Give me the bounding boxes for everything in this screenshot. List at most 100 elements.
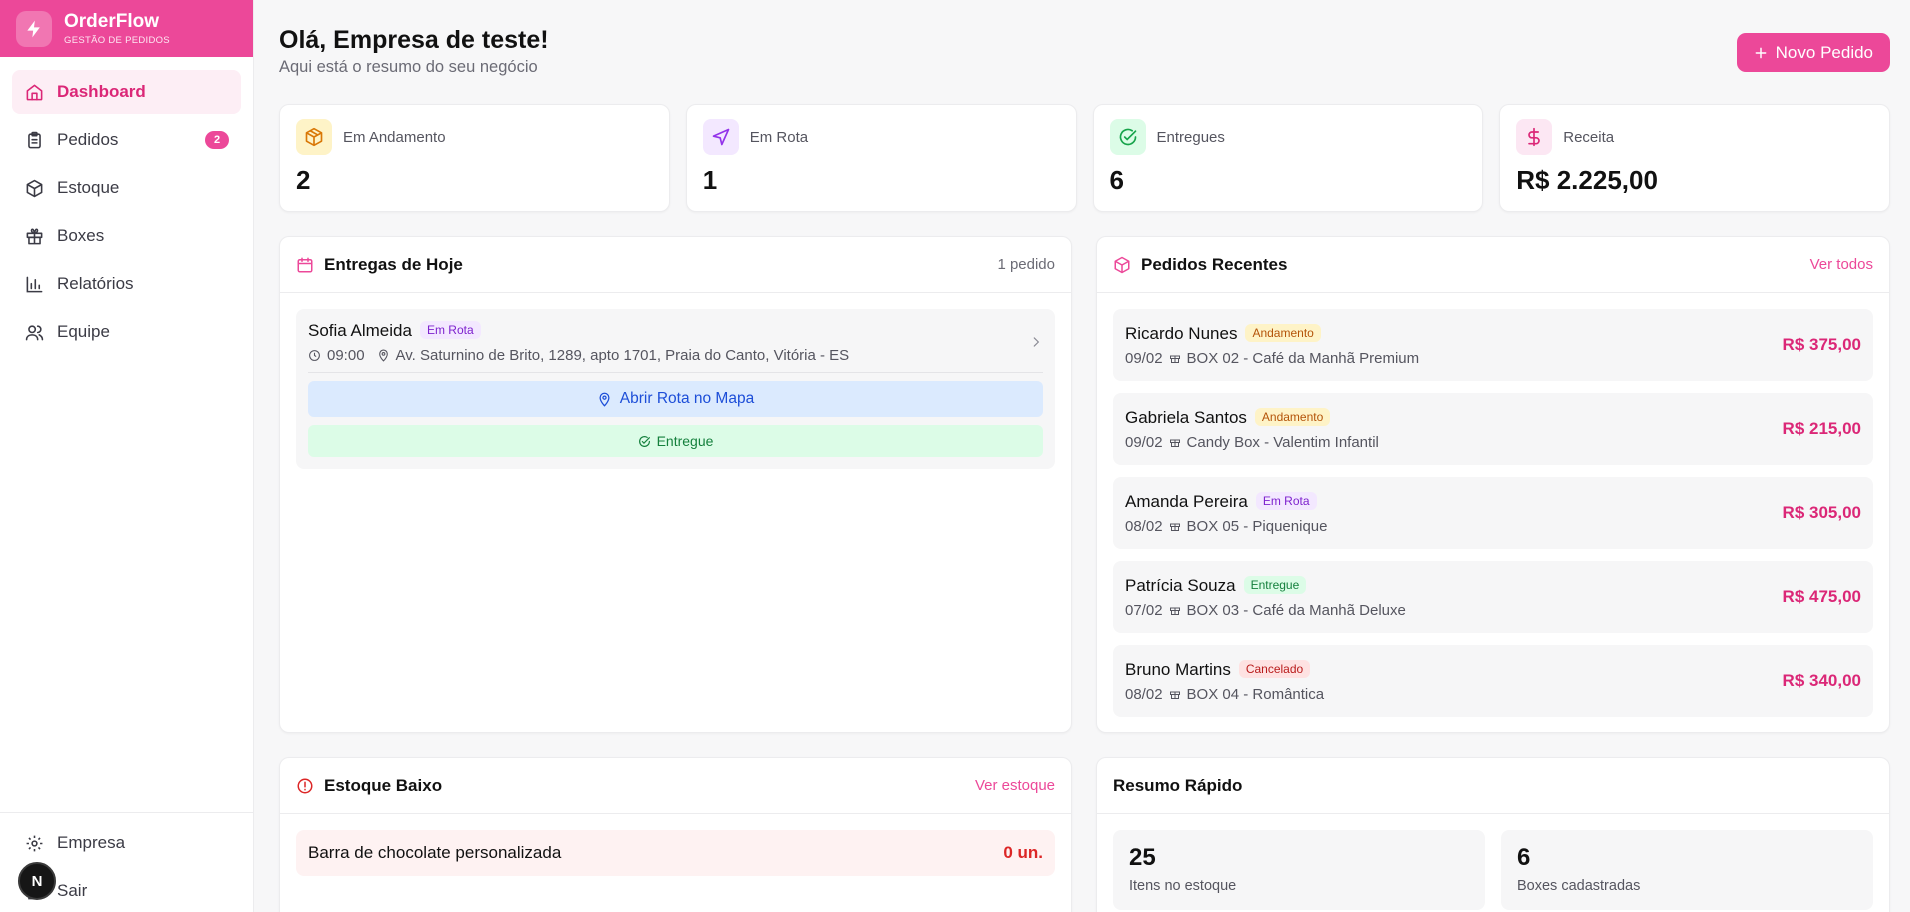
nav-label: Boxes [57,226,105,245]
status-badge: Entregue [1243,575,1307,594]
new-order-button[interactable]: Novo Pedido [1736,33,1890,72]
page-subtitle: Aqui está o resumo do seu negócio [279,58,538,76]
nav-label: Pedidos [57,130,119,149]
main-content: Olá, Empresa de teste! Aqui está o resum… [279,0,1890,912]
order-row[interactable]: Bruno Martins Cancelado 08/02 BOX 04 - Rom… [1113,645,1873,717]
gear-icon [24,833,44,853]
lightning-icon [16,10,52,47]
order-row[interactable]: Patrícia Souza Entregue 07/02 BOX 03 - Caf… [1113,561,1873,633]
page-header: Olá, Empresa de teste! Aqui está o resum… [279,0,1890,104]
stat-label: Em Rota [749,128,809,146]
bar-chart-icon [24,274,44,294]
stats-row: Em Andamento 2 Em Rota 1 Entregues 6 Rec… [279,104,1890,212]
delivery-item: Sofia Almeida Em Rota 09:00 Av. Saturnino… [296,309,1055,469]
stat-card-entregues: Entregues 6 [1092,104,1484,212]
card-title: Entregas de Hoje [324,254,463,274]
avatar[interactable]: N [18,862,56,900]
summary-boxes: 6 Boxes cadastradas [1501,830,1873,910]
order-date: 09/02 [1125,433,1163,451]
brand[interactable]: OrderFlow GESTÃO DE PEDIDOS [0,0,253,57]
nav-item-boxes[interactable]: Boxes [12,214,241,258]
status-badge: Cancelado [1238,659,1311,678]
check-circle-icon [638,435,651,448]
stat-label: Entregues [1156,128,1225,146]
delivery-time: 09:00 [327,347,365,364]
package-icon [24,178,44,198]
open-map-button[interactable]: Abrir Rota no Mapa [308,381,1043,417]
main-nav: Dashboard Pedidos 2 Estoque Boxes Relató… [0,57,253,371]
order-price: R$ 340,00 [1782,671,1861,690]
stat-value: 1 [702,165,718,195]
nav-item-equipe[interactable]: Equipe [12,310,241,354]
stat-card-em-rota: Em Rota 1 [685,104,1077,212]
brand-subtitle: GESTÃO DE PEDIDOS [64,35,170,46]
order-box: BOX 04 - Romântica [1186,685,1325,703]
nav-label: Sair [57,881,88,900]
quick-summary-card: Resumo Rápido 25 Itens no estoque 6 Boxe… [1096,757,1890,912]
gift-icon [1169,436,1181,448]
nav-item-dashboard[interactable]: Dashboard [12,70,241,114]
today-deliveries-card: Entregas de Hoje 1 pedido Sofia Almeida E… [279,236,1072,733]
nav-item-empresa[interactable]: Empresa [12,821,241,865]
nav-label: Equipe [57,322,110,341]
low-stock-card: Estoque Baixo Ver estoque Barra de choco… [279,757,1072,912]
stat-label: Receita [1563,128,1615,146]
order-box: BOX 02 - Café da Manhã Premium [1186,349,1420,367]
order-date: 08/02 [1125,685,1163,703]
recent-orders-card: Pedidos Recentes Ver todos Ricardo Nunes… [1096,236,1890,733]
order-box: BOX 03 - Café da Manhã Deluxe [1186,601,1406,619]
stat-card-receita: Receita R$ 2.225,00 [1499,104,1890,212]
card-title: Resumo Rápido [1113,775,1243,795]
item-quantity: 0 un. [1003,843,1043,862]
order-date: 08/02 [1125,517,1163,535]
summary-value: 25 [1129,844,1156,871]
new-order-label: Novo Pedido [1775,42,1873,62]
mark-delivered-button[interactable]: Entregue [308,425,1043,457]
view-all-orders-link[interactable]: Ver todos [1809,256,1873,273]
map-pin-icon [597,392,612,407]
dollar-icon [1516,119,1553,155]
package-icon [296,119,332,155]
nav-label: Empresa [57,833,126,852]
order-price: R$ 375,00 [1782,335,1861,354]
clipboard-icon [24,130,44,150]
summary-label: Itens no estoque [1129,878,1237,894]
home-icon [24,82,44,102]
order-row[interactable]: Amanda Pereira Em Rota 08/02 BOX 05 - Piqu… [1113,477,1873,549]
customer-name: Sofia Almeida [308,321,412,340]
sidebar: OrderFlow GESTÃO DE PEDIDOS Dashboard Pe… [0,0,254,912]
order-box: Candy Box - Valentim Infantil [1186,433,1379,451]
status-badge: Andamento [1245,323,1321,342]
nav-item-pedidos[interactable]: Pedidos 2 [12,118,241,162]
plus-icon [1754,46,1768,60]
nav-item-estoque[interactable]: Estoque [12,166,241,210]
card-title: Pedidos Recentes [1141,254,1288,274]
brand-title: OrderFlow [64,11,160,32]
open-map-label: Abrir Rota no Mapa [619,390,755,407]
customer-name: Amanda Pereira [1125,491,1248,511]
order-date: 07/02 [1125,601,1163,619]
navigation-icon [702,119,739,155]
view-stock-link[interactable]: Ver estoque [974,777,1055,794]
order-row[interactable]: Gabriela Santos Andamento 09/02 Candy Box … [1113,393,1873,465]
alert-circle-icon [296,777,314,795]
chevron-right-icon [1029,335,1043,349]
customer-name: Gabriela Santos [1125,407,1247,427]
status-badge: Andamento [1254,407,1331,426]
nav-item-relatorios[interactable]: Relatórios [12,262,241,306]
pedidos-count-badge: 2 [205,131,229,149]
delivery-address: Av. Saturnino de Brito, 1289, apto 1701,… [395,347,850,364]
status-badge: Em Rota [419,321,481,339]
stat-value: 6 [1109,165,1124,195]
stat-value: R$ 2.225,00 [1516,165,1658,195]
customer-name: Bruno Martins [1125,659,1231,679]
order-row[interactable]: Ricardo Nunes Andamento 09/02 BOX 02 - Caf… [1113,309,1873,381]
low-stock-item[interactable]: Barra de chocolate personalizada 0 un. [296,830,1055,876]
order-price: R$ 215,00 [1782,419,1861,438]
gift-icon [1169,520,1181,532]
delivery-summary[interactable]: Sofia Almeida Em Rota 09:00 Av. Saturnino… [308,321,1043,364]
customer-name: Patrícia Souza [1125,575,1236,595]
summary-value: 6 [1517,844,1531,871]
calendar-icon [296,256,314,274]
customer-name: Ricardo Nunes [1125,323,1238,343]
